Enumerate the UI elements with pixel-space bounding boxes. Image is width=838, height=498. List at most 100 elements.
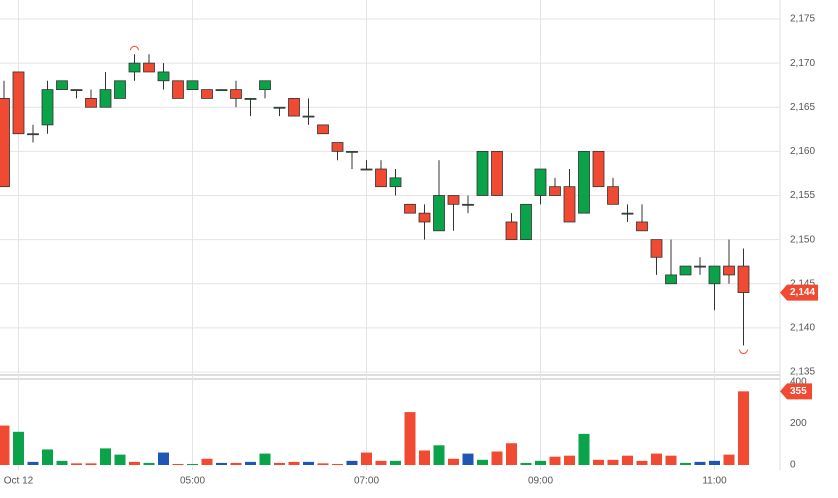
y-tick-label: 2,175 — [790, 14, 815, 25]
candle-body — [650, 239, 663, 258]
volume-bar — [230, 462, 242, 465]
candle-body — [505, 221, 518, 241]
y-tick-label: 2,145 — [790, 278, 815, 289]
volume-bar — [201, 458, 213, 465]
volume-bar — [665, 455, 677, 465]
candle-body — [665, 274, 677, 285]
volume-tag-label: 355 — [790, 386, 807, 397]
candle-body — [636, 221, 648, 232]
y-tick-label: 2,150 — [790, 234, 815, 245]
candle-body — [694, 265, 706, 268]
candle-body — [128, 62, 141, 73]
volume-bar — [71, 463, 82, 465]
volume-bar — [100, 448, 111, 465]
volume-bar — [506, 443, 517, 465]
volume-bar — [680, 462, 691, 465]
candle-body — [360, 168, 373, 171]
volume-bar — [520, 462, 532, 465]
candle-body — [70, 89, 83, 91]
y-tick-label: 2,140 — [790, 323, 815, 334]
candle-body — [85, 98, 97, 108]
volume-bar — [143, 462, 155, 465]
x-tick-label: Oct 12 — [4, 476, 34, 487]
volume-bar — [0, 425, 10, 465]
candle-body — [302, 115, 315, 118]
candle-body — [230, 89, 242, 99]
x-tick-label: 07:00 — [354, 476, 379, 487]
x-tick-label: 09:00 — [528, 476, 553, 487]
volume-bar — [448, 458, 459, 465]
volume-bar — [114, 454, 126, 465]
volume-bar — [42, 449, 53, 465]
candle-body — [244, 98, 257, 100]
candle-body — [708, 265, 721, 285]
volume-bar — [694, 461, 706, 465]
candle-body — [288, 98, 300, 117]
candle-body — [99, 89, 112, 108]
candle-body — [679, 265, 692, 276]
volume-tick-label: 200 — [790, 418, 807, 429]
volume-bar — [390, 460, 401, 465]
candle-body — [12, 71, 25, 135]
volume-bar — [622, 455, 633, 465]
volume-bar — [709, 460, 720, 465]
candle-body — [462, 203, 474, 206]
volume-bar — [361, 452, 372, 465]
volume-tag — [780, 383, 812, 400]
candle-body — [491, 150, 503, 196]
volume-bar — [259, 453, 271, 465]
volume-bar — [245, 461, 256, 465]
y-tick-label: 2,135 — [790, 367, 815, 378]
candle-body — [56, 80, 68, 91]
candle-body — [723, 265, 735, 276]
candle-body — [27, 133, 39, 136]
volume-bar — [303, 461, 314, 465]
candle-body — [0, 98, 10, 188]
volume-bar — [607, 459, 619, 465]
price-tag — [780, 284, 818, 301]
volume-bar — [462, 453, 474, 465]
price-tag-label: 2,144 — [790, 287, 815, 298]
candle-body — [186, 80, 199, 91]
candle-body — [592, 150, 605, 188]
volume-bar — [477, 459, 488, 465]
volume-bar — [535, 460, 546, 465]
volume-bar — [564, 455, 575, 465]
volume-bar — [288, 461, 300, 465]
volume-bar — [738, 391, 749, 465]
candle-body — [520, 203, 532, 241]
y-tick-label: 2,170 — [790, 58, 815, 69]
volume-bar — [27, 461, 39, 465]
candle-body — [215, 89, 228, 91]
candle-body — [114, 80, 126, 99]
volume-bar — [491, 451, 503, 465]
candle-body — [433, 195, 445, 232]
candle-body — [41, 89, 54, 126]
candle-body — [259, 80, 271, 91]
volume-bar — [172, 463, 184, 465]
candle-body — [389, 177, 402, 188]
candle-body — [201, 89, 213, 99]
volume-bar — [723, 454, 735, 465]
volume-bar — [216, 462, 227, 465]
candle-body — [578, 150, 590, 214]
volume-bar — [332, 463, 343, 465]
candle-body — [331, 142, 344, 152]
candle-body — [621, 212, 634, 215]
high-marker — [130, 45, 139, 51]
candle-body — [273, 106, 286, 109]
candle-body — [607, 186, 619, 205]
volume-bar — [419, 450, 430, 465]
candle-body — [157, 71, 170, 82]
volume-tick-label: 0 — [790, 460, 796, 471]
y-tick-label: 2,160 — [790, 146, 815, 157]
volume-bar — [636, 460, 648, 465]
x-tick-label: 11:00 — [702, 476, 727, 487]
candle-body — [172, 80, 184, 99]
volume-bar — [593, 459, 604, 465]
candle-body — [143, 62, 155, 73]
volume-bar — [404, 412, 416, 465]
y-tick-label: 2,165 — [790, 102, 815, 113]
